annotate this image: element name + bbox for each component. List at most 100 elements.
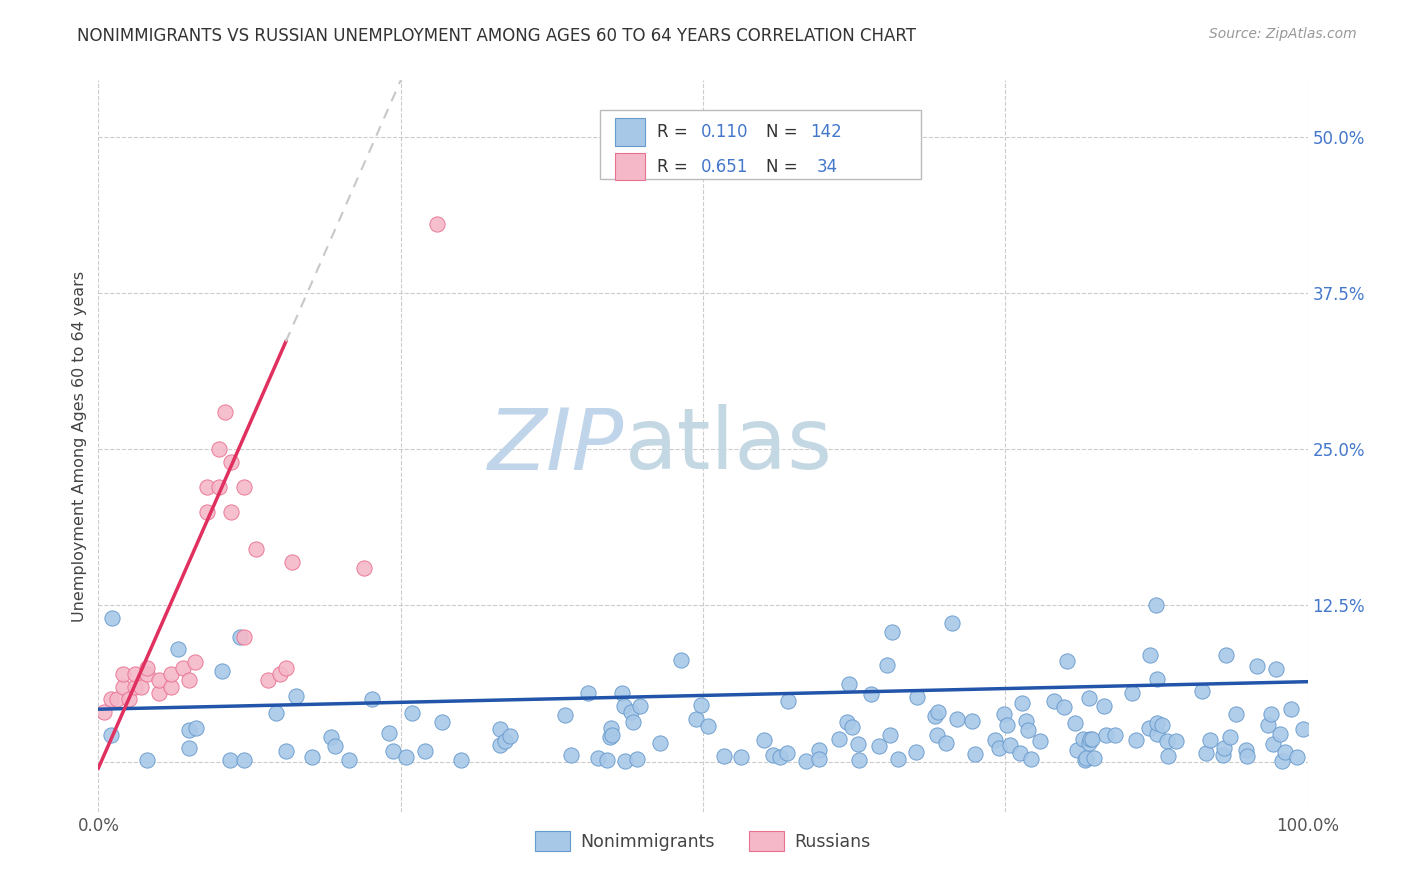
Point [1292, 723, 1315, 737]
Point [269, 667, 291, 681]
Point [769, 750, 792, 764]
Point [301, 749, 323, 764]
Point [554, 707, 576, 722]
Point [941, 616, 963, 631]
FancyBboxPatch shape [600, 110, 921, 179]
Text: NONIMMIGRANTS VS RUSSIAN UNEMPLOYMENT AMONG AGES 60 TO 64 YEARS CORRELATION CHAR: NONIMMIGRANTS VS RUSSIAN UNEMPLOYMENT AM… [77, 27, 917, 45]
Point [245, 542, 267, 557]
Point [172, 661, 194, 675]
Point [794, 754, 817, 768]
Text: N =: N = [766, 158, 803, 176]
Point [1261, 738, 1284, 752]
Point [100, 692, 122, 706]
Point [696, 719, 718, 733]
Point [838, 677, 860, 691]
Point [1144, 599, 1167, 613]
Point [1092, 698, 1115, 713]
Point [1019, 752, 1042, 766]
Point [148, 686, 170, 700]
Point [124, 667, 146, 681]
Point [963, 747, 986, 761]
Point [105, 692, 128, 706]
Point [1265, 662, 1288, 676]
Point [1125, 732, 1147, 747]
Point [762, 747, 785, 762]
Point [1156, 734, 1178, 748]
Point [184, 722, 207, 736]
Point [339, 753, 361, 767]
Point [778, 693, 800, 707]
Point [1056, 654, 1078, 668]
Point [430, 715, 453, 730]
Text: 0.651: 0.651 [700, 158, 748, 176]
Point [1015, 714, 1038, 728]
Point [1078, 732, 1101, 747]
Point [488, 738, 510, 752]
Text: 34: 34 [817, 158, 838, 176]
Point [1017, 723, 1039, 737]
Point [1074, 751, 1097, 765]
Point [1195, 747, 1218, 761]
Point [730, 750, 752, 764]
Legend: Nonimmigrants, Russians: Nonimmigrants, Russians [529, 824, 877, 858]
Point [600, 721, 623, 735]
Point [1066, 743, 1088, 757]
Point [879, 728, 901, 742]
Point [148, 673, 170, 688]
Point [160, 680, 183, 694]
Point [378, 726, 401, 740]
Point [1083, 750, 1105, 764]
Point [620, 705, 643, 719]
Point [596, 752, 619, 766]
Point [325, 739, 347, 753]
Point [1146, 715, 1168, 730]
Point [713, 749, 735, 764]
Point [1010, 746, 1032, 760]
Point [776, 746, 799, 760]
Text: 142: 142 [811, 123, 842, 141]
Point [195, 480, 218, 494]
Point [586, 751, 609, 765]
Point [1212, 748, 1234, 763]
Point [599, 730, 621, 744]
Point [100, 728, 122, 742]
Point [984, 733, 1007, 747]
Point [1246, 659, 1268, 673]
Point [1260, 707, 1282, 722]
Point [232, 630, 254, 644]
Point [685, 712, 707, 726]
Point [1139, 648, 1161, 663]
Point [1257, 718, 1279, 732]
Point [1146, 672, 1168, 686]
Point [211, 664, 233, 678]
Point [560, 747, 582, 762]
Point [93, 705, 115, 719]
Point [1191, 683, 1213, 698]
Point [1219, 731, 1241, 745]
Point [274, 661, 297, 675]
Point [177, 740, 200, 755]
Point [887, 752, 910, 766]
Point [1285, 750, 1308, 764]
Point [361, 692, 384, 706]
Text: 0.110: 0.110 [700, 123, 748, 141]
Text: ZIP: ZIP [488, 404, 624, 488]
Point [274, 744, 297, 758]
Point [111, 680, 134, 694]
Point [1157, 749, 1180, 764]
Point [498, 729, 520, 743]
Point [946, 712, 969, 726]
Point [808, 743, 831, 757]
Point [284, 689, 307, 703]
Point [1234, 743, 1257, 757]
Point [256, 673, 278, 688]
Point [1150, 717, 1173, 731]
Text: Source: ZipAtlas.com: Source: ZipAtlas.com [1209, 27, 1357, 41]
Point [232, 480, 254, 494]
Point [613, 754, 636, 768]
Point [576, 686, 599, 700]
Point [135, 661, 157, 675]
Point [426, 217, 449, 231]
Point [208, 442, 231, 457]
Point [859, 687, 882, 701]
